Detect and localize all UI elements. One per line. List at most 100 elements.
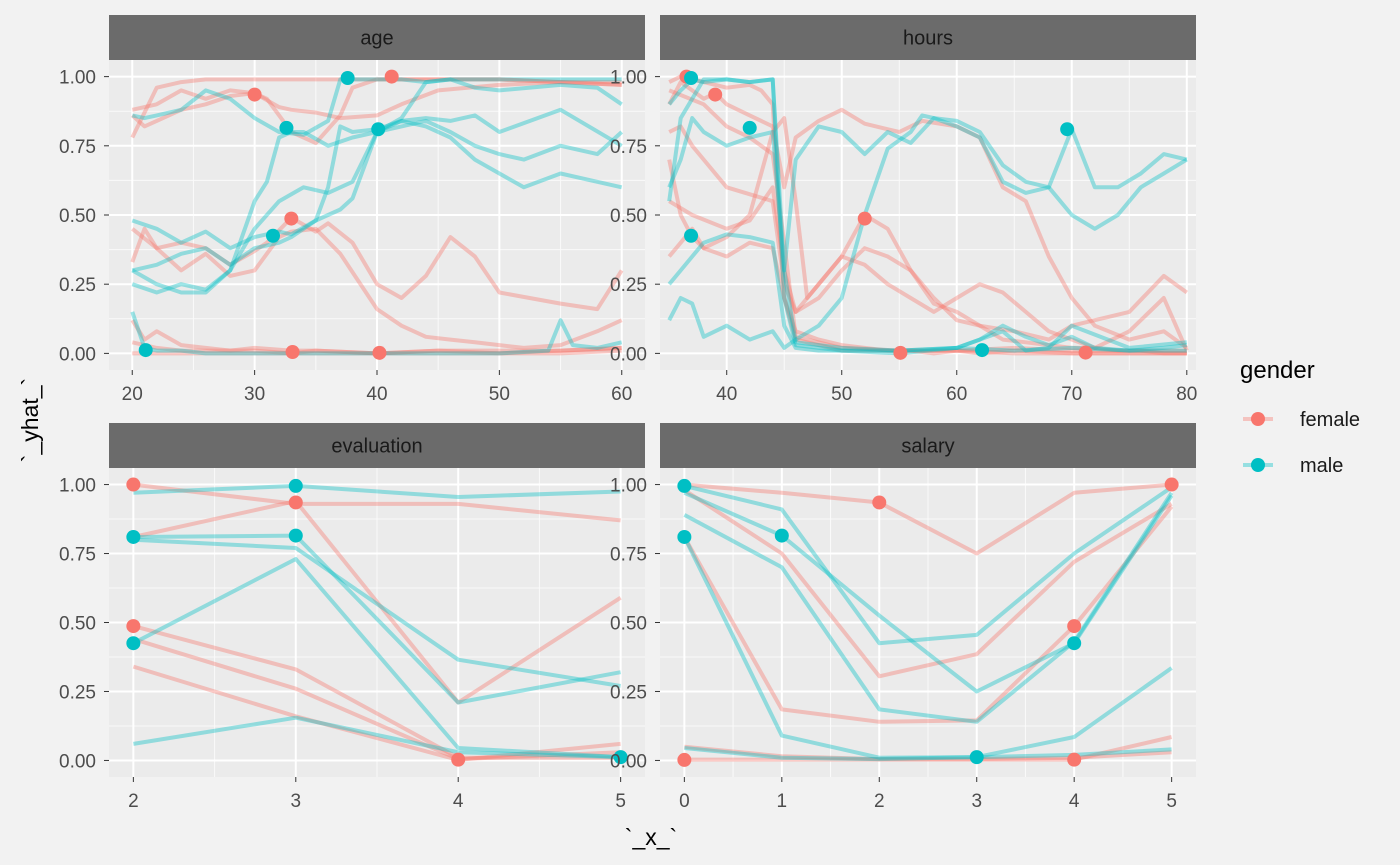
x-tick-label: 2 bbox=[874, 791, 885, 812]
data-point-male bbox=[684, 70, 699, 85]
facet-panel-hours: hours 0.00 0.25 0.50 0.75 1.00 40 50 60 70 80 bbox=[610, 15, 1197, 405]
data-point-female bbox=[893, 345, 908, 360]
legend-key-female: female bbox=[1240, 401, 1360, 437]
x-tick-label: 5 bbox=[615, 791, 626, 812]
series-line-male bbox=[131, 77, 623, 137]
data-point-female bbox=[1067, 619, 1082, 634]
data-point-male bbox=[371, 122, 386, 137]
data-point-female bbox=[288, 495, 303, 510]
x-tick-label: 4 bbox=[1069, 791, 1080, 812]
series-line-female bbox=[132, 624, 621, 760]
x-axis-title: `_x_` bbox=[625, 824, 677, 850]
legend-title: gender bbox=[1240, 357, 1315, 384]
data-point-female bbox=[872, 495, 887, 510]
series-line-female bbox=[684, 735, 1173, 762]
y-tick-label: 0.50 bbox=[59, 206, 96, 227]
x-tick-label: 3 bbox=[290, 791, 301, 812]
x-tick-label: 4 bbox=[453, 791, 464, 812]
data-point-male bbox=[684, 228, 699, 243]
series-line-female bbox=[132, 637, 621, 762]
y-tick-label: 1.00 bbox=[610, 68, 647, 89]
data-point-female bbox=[857, 211, 872, 226]
data-point-female bbox=[677, 752, 692, 767]
facet-strip bbox=[109, 423, 645, 468]
series-line-female bbox=[684, 744, 1172, 762]
series-line-female bbox=[684, 482, 1172, 556]
y-tick-label: 0.50 bbox=[59, 614, 96, 635]
series-line-male bbox=[131, 107, 623, 273]
series-line-female bbox=[668, 74, 1187, 356]
series-line-female bbox=[132, 348, 622, 356]
y-tick-label: 1.00 bbox=[59, 68, 96, 89]
data-point-female bbox=[384, 69, 399, 84]
facet-strip-label: evaluation bbox=[331, 436, 422, 458]
series-line-male bbox=[133, 483, 621, 499]
series-line-female bbox=[683, 488, 1173, 679]
series-line-male bbox=[667, 232, 1188, 356]
y-tick-label: 0.00 bbox=[610, 344, 647, 365]
x-tick-label: 20 bbox=[122, 384, 143, 405]
legend-label: male bbox=[1300, 455, 1343, 477]
series-line-female bbox=[131, 226, 623, 350]
y-tick-label: 0.75 bbox=[610, 545, 647, 566]
series-line-male bbox=[683, 491, 1174, 724]
y-tick-label: 0.50 bbox=[610, 206, 647, 227]
series-line-male bbox=[683, 490, 1174, 694]
series-line-male bbox=[667, 77, 1187, 353]
data-point-male bbox=[126, 636, 141, 651]
series-line-male bbox=[683, 483, 1173, 646]
facet-strip-label: hours bbox=[903, 28, 953, 50]
facet-strip-label: age bbox=[360, 28, 393, 50]
data-point-male bbox=[279, 120, 294, 135]
series-line-male bbox=[131, 118, 624, 295]
x-tick-label: 3 bbox=[971, 791, 982, 812]
data-point-male bbox=[138, 343, 153, 358]
data-point-female bbox=[1078, 345, 1093, 360]
legend-label: female bbox=[1300, 409, 1360, 431]
series-line-female bbox=[130, 319, 622, 356]
series-line-female bbox=[130, 77, 622, 145]
x-tick-label: 60 bbox=[611, 384, 632, 405]
legend: gender female male bbox=[1240, 357, 1360, 483]
data-point-male bbox=[975, 343, 990, 358]
y-tick-label: 1.00 bbox=[610, 476, 647, 497]
series-line-female bbox=[132, 664, 621, 762]
series-line-male bbox=[133, 537, 621, 688]
series-line-female bbox=[130, 77, 622, 139]
x-tick-label: 80 bbox=[1176, 384, 1197, 405]
x-tick-label: 70 bbox=[1061, 384, 1082, 405]
data-point-male bbox=[1060, 122, 1075, 137]
series-line-female bbox=[667, 159, 1187, 356]
y-tick-label: 0.75 bbox=[610, 137, 647, 158]
x-tick-label: 5 bbox=[1166, 791, 1177, 812]
x-tick-label: 50 bbox=[831, 384, 852, 405]
x-tick-label: 30 bbox=[244, 384, 265, 405]
data-point-male bbox=[742, 120, 757, 135]
facet-panel-salary: salary 0.00 0.25 0.50 0.75 1.00 0 1 2 3 4 5 bbox=[610, 423, 1196, 812]
series-line-male bbox=[667, 116, 1187, 353]
y-tick-label: 0.00 bbox=[59, 344, 96, 365]
series-line-female bbox=[131, 80, 622, 121]
x-tick-label: 1 bbox=[777, 791, 788, 812]
series-line-male bbox=[667, 77, 1188, 273]
data-point-female bbox=[708, 87, 723, 102]
series-line-male bbox=[682, 536, 1173, 760]
data-point-female bbox=[451, 752, 466, 767]
series-line-female bbox=[130, 215, 624, 312]
data-point-male bbox=[288, 478, 303, 493]
x-tick-label: 2 bbox=[128, 791, 139, 812]
data-point-male bbox=[774, 528, 789, 543]
data-point-male bbox=[126, 529, 141, 544]
data-point-female bbox=[1164, 477, 1179, 492]
series-line-female bbox=[132, 499, 622, 705]
y-tick-label: 0.25 bbox=[59, 275, 96, 296]
y-tick-label: 0.50 bbox=[610, 614, 647, 635]
series-line-male bbox=[133, 533, 621, 705]
series-line-female bbox=[668, 88, 1187, 353]
y-axis-title: `_yhat_` bbox=[17, 378, 43, 462]
y-tick-label: 0.25 bbox=[610, 682, 647, 703]
y-tick-label: 0.00 bbox=[610, 751, 647, 772]
data-point-female bbox=[372, 345, 387, 360]
